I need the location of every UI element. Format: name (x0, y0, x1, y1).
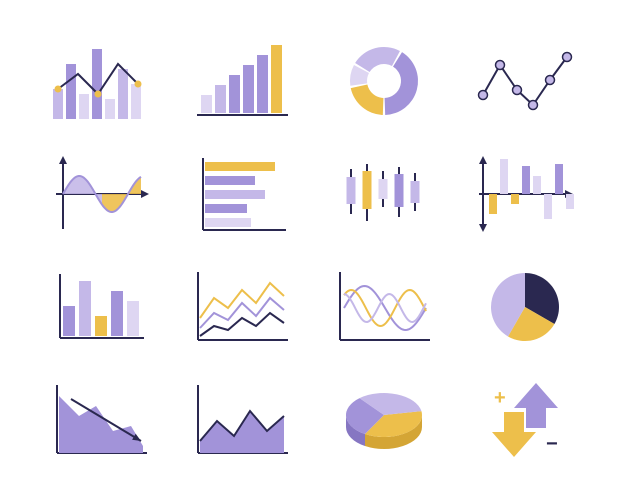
svg-text:+: + (494, 387, 506, 409)
donut-icon (333, 40, 435, 123)
stacked-area-icon (192, 378, 294, 461)
multi-line-icon (192, 266, 294, 349)
candlestick-icon (333, 153, 435, 236)
arrows-updown-icon: +− (475, 378, 577, 461)
dot-line-icon (475, 40, 577, 123)
ascending-bars-icon (192, 40, 294, 123)
pie-3d-icon (333, 378, 435, 461)
sine-axes-icon (50, 153, 152, 236)
bar-line-combo-icon (50, 40, 152, 123)
dual-axis-bars-icon (475, 153, 577, 236)
pie-icon (475, 266, 577, 349)
area-down-icon (50, 378, 152, 461)
overlap-waves-icon (333, 266, 435, 349)
svg-text:−: − (546, 433, 558, 455)
h-bars-icon (192, 153, 294, 236)
simple-bars-icon (50, 266, 152, 349)
